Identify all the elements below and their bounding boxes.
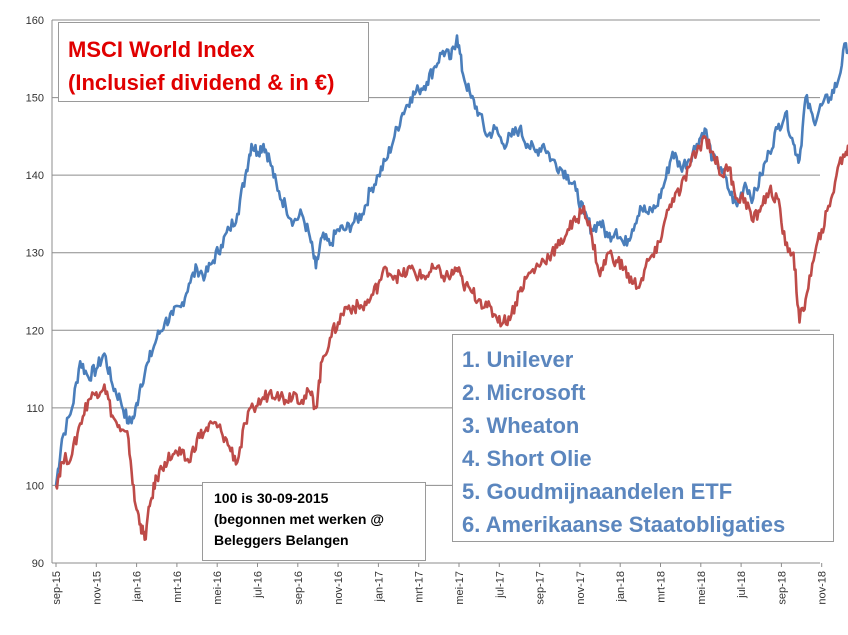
series-line-2	[54, 135, 848, 541]
x-tick-label: mrt-17	[414, 571, 426, 603]
series-line-1	[54, 34, 848, 486]
note-line-1: 100 is 30-09-2015	[214, 490, 329, 506]
note-box: 100 is 30-09-2015 (begonnen met werken @…	[202, 482, 426, 561]
x-tick-label: mrt-16	[172, 571, 184, 603]
x-axis-ticks: sep-15 nov-15 jan-16 mrt-16 mei-16 jul-16 sep-…	[51, 563, 829, 605]
x-tick-label: sep-18	[776, 571, 788, 605]
holdings-list-box: 1. Unilever 2. Microsoft 3. Wheaton 4. S…	[452, 334, 834, 542]
x-tick-label: nov-18	[817, 571, 829, 605]
chart-title: MSCI World Index	[68, 37, 255, 62]
y-tick-label: 110	[26, 403, 44, 415]
holding-item-3: 3. Wheaton	[462, 413, 580, 438]
note-line-3: Beleggers Belangen	[214, 532, 349, 548]
holding-item-5: 5. Goudmijnaandelen ETF	[462, 479, 733, 504]
y-tick-label: 120	[26, 325, 44, 337]
x-tick-label: jul-18	[736, 571, 748, 599]
x-tick-label: nov-17	[575, 571, 587, 605]
chart-subtitle: (Inclusief dividend & in €)	[68, 70, 335, 95]
x-tick-label: jul-16	[253, 571, 265, 599]
title-box: MSCI World Index (Inclusief dividend & i…	[58, 22, 369, 102]
x-tick-label: nov-15	[91, 571, 103, 605]
holding-item-4: 4. Short Olie	[462, 446, 592, 471]
y-tick-label: 100	[26, 480, 44, 492]
x-tick-label: mei-16	[212, 571, 224, 605]
y-tick-label: 140	[26, 170, 44, 182]
y-axis-ticks: 90 100 110 120 130 140 150 160	[26, 15, 44, 570]
y-tick-label: 160	[26, 15, 44, 27]
x-tick-label: jan-16	[132, 571, 144, 603]
holding-item-1: 1. Unilever	[462, 347, 574, 372]
x-tick-label: sep-15	[51, 571, 63, 605]
holding-item-2: 2. Microsoft	[462, 380, 586, 405]
x-tick-label: sep-16	[293, 571, 305, 605]
x-tick-label: jan-18	[615, 571, 627, 603]
series-lines	[54, 34, 848, 541]
y-tick-label: 90	[32, 558, 44, 570]
x-tick-label: nov-16	[333, 571, 345, 605]
y-tick-label: 130	[26, 248, 44, 260]
holding-item-6: 6. Amerikaanse Staatobligaties	[462, 512, 786, 537]
note-line-2: (begonnen met werken @	[214, 511, 385, 527]
x-tick-label: mrt-18	[656, 571, 668, 603]
x-tick-label: mei-17	[454, 571, 466, 605]
x-tick-label: jan-17	[373, 571, 385, 603]
x-tick-label: sep-17	[535, 571, 547, 605]
x-tick-label: jul-17	[494, 571, 506, 599]
x-tick-label: mei-18	[696, 571, 708, 605]
y-tick-label: 150	[26, 93, 44, 105]
